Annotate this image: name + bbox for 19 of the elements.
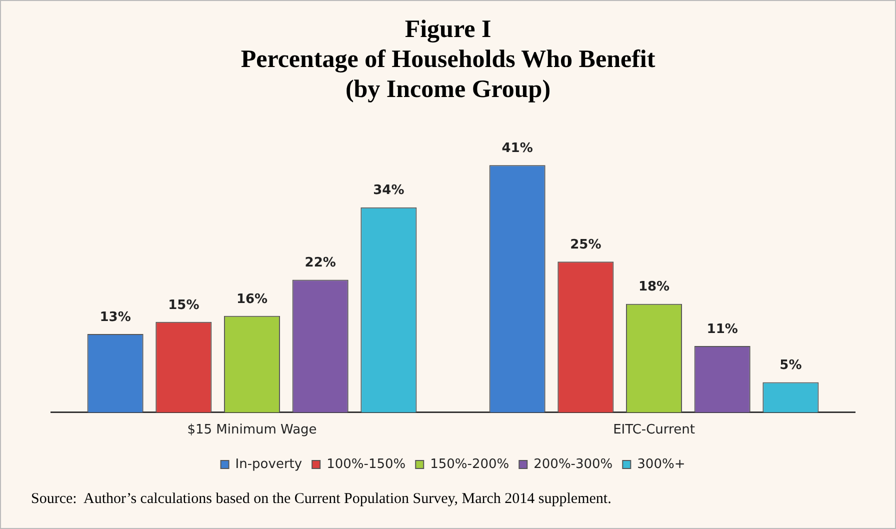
legend-label: 150%-200% <box>430 456 510 472</box>
data-label: 25% <box>570 237 602 252</box>
data-label: 16% <box>236 292 268 307</box>
x-tick-label: EITC-Current <box>613 422 695 438</box>
data-label: 15% <box>168 298 200 313</box>
data-label: 41% <box>502 141 533 156</box>
data-label: 5% <box>780 358 802 374</box>
data-label: 34% <box>373 183 404 198</box>
legend-label: 300%+ <box>637 456 686 472</box>
legend-label: 200%-300% <box>534 456 613 472</box>
legend-label: 100%-150% <box>326 456 406 472</box>
x-tick-label: $15 Minimum Wage <box>187 422 317 438</box>
data-label: 13% <box>100 310 131 325</box>
data-label: 18% <box>638 280 670 295</box>
data-label: 22% <box>304 256 336 271</box>
source-note: Source: Author’s calculations based on the Current Population Survey, March 2014 supplement. <box>31 491 612 508</box>
data-label: 11% <box>706 322 738 337</box>
chart-title: Figure I Percentage of Households Who Benefit (by Income Group) <box>240 15 656 105</box>
legend-label: In-poverty <box>235 456 302 472</box>
